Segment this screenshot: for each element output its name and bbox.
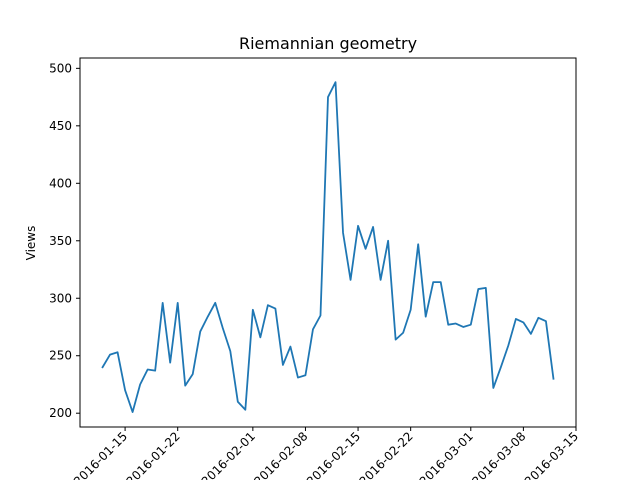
- y-tick-label: 400: [49, 176, 72, 190]
- y-tick-label: 450: [49, 119, 72, 133]
- y-tick-label: 350: [49, 234, 72, 248]
- y-axis-label: Views: [24, 226, 38, 261]
- plot-area-frame: [79, 57, 577, 428]
- y-tick-label: 250: [49, 349, 72, 363]
- views-series-line: [101, 81, 555, 413]
- y-tick-label: 300: [49, 291, 72, 305]
- y-axis-ticks: 200 250 300 350 400 450 500: [49, 61, 80, 420]
- chart-title: Riemannian geometry: [239, 34, 417, 53]
- y-tick-label: 500: [49, 61, 72, 75]
- y-tick-label: 200: [49, 406, 72, 420]
